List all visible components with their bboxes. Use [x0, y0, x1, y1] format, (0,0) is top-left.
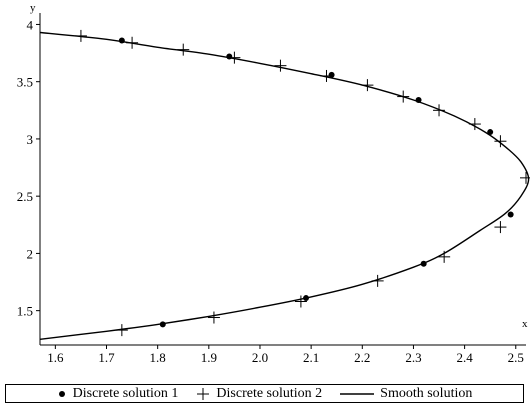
discrete-solution-2-point [371, 274, 384, 287]
discrete-solution-1-point [226, 53, 233, 60]
legend-item-series-1: Discrete solution 1 [57, 385, 179, 402]
discrete-solution-2-markers [74, 29, 530, 337]
discrete-solution-2-point [494, 221, 507, 234]
discrete-solution-1-point [118, 37, 125, 44]
y-tick-label: 1.5 [17, 304, 33, 319]
legend-item-series-3: Smooth solution [340, 386, 472, 402]
x-tick-label: 2.4 [456, 350, 473, 365]
discrete-solution-2-point [361, 79, 374, 92]
axes: xy [30, 2, 528, 346]
discrete-solution-2-point [274, 59, 287, 72]
x-tick-label: 1.9 [201, 350, 217, 365]
discrete-solution-1-point [487, 129, 494, 136]
line-marker-icon [340, 392, 375, 395]
y-tick-label: 2 [27, 246, 34, 261]
x-tick-label: 1.6 [47, 350, 64, 365]
legend: Discrete solution 1 Discrete solution 2 … [5, 384, 524, 403]
smooth-solution-curve [40, 31, 530, 340]
x-tick-label: 2.1 [303, 350, 319, 365]
discrete-solution-2-point [177, 43, 190, 56]
legend-label-series-2: Discrete solution 2 [216, 385, 323, 401]
discrete-solution-2-point [294, 295, 307, 308]
discrete-solution-2-point [115, 324, 128, 337]
discrete-solution-1-point [328, 71, 335, 78]
discrete-solution-1-point [303, 295, 310, 302]
y-tick-label: 3 [27, 132, 34, 147]
dot-marker-icon [58, 390, 65, 397]
x-axis-label: x [522, 318, 528, 330]
discrete-solution-2-point [438, 250, 451, 263]
discrete-solution-2-point [433, 104, 446, 117]
y-tick-label: 3.5 [17, 75, 33, 90]
x-tick-label: 1.8 [150, 350, 166, 365]
discrete-solution-1-markers [118, 37, 514, 328]
smooth-solution-line [40, 31, 530, 340]
x-tick-label: 2.5 [508, 350, 524, 365]
x-tick-label: 1.7 [98, 350, 115, 365]
discrete-solution-1-point [415, 97, 422, 104]
ticks: 1.6 1.7 1.8 1.9 2.0 2.1 2.2 2.3 2.4 2.5 1.5 2 2.5 3 3.… [17, 17, 524, 365]
discrete-solution-2-point [397, 90, 410, 103]
discrete-solution-2-point [320, 69, 333, 82]
discrete-solution-2-point [520, 171, 530, 184]
plus-marker-icon [197, 387, 210, 400]
discrete-solution-1-point [507, 211, 514, 218]
discrete-solution-2-point [207, 311, 220, 324]
chart: xy 1.6 1.7 1.8 1.9 2.0 2.1 2.2 2.3 2.4 2.51.522.5… [17, 2, 530, 365]
x-tick-label: 2.3 [405, 350, 421, 365]
discrete-solution-2-point [126, 36, 139, 49]
x-tick-label: 2.0 [252, 350, 268, 365]
discrete-solution-2-point [74, 29, 87, 42]
legend-label-series-1: Discrete solution 1 [72, 385, 179, 401]
discrete-solution-1-point [159, 321, 166, 328]
legend-label-series-3: Smooth solution [380, 385, 473, 401]
legend-item-series-2: Discrete solution 2 [196, 386, 322, 402]
discrete-solution-2-point [228, 51, 241, 64]
discrete-solution-2-point [468, 118, 481, 131]
discrete-solution-1-point [420, 260, 427, 267]
y-tick-label: 4 [27, 17, 34, 32]
x-tick-label: 2.2 [354, 350, 370, 365]
y-tick-label: 2.5 [17, 189, 33, 204]
discrete-solution-2-point [494, 135, 507, 148]
y-axis-label: y [30, 2, 36, 14]
